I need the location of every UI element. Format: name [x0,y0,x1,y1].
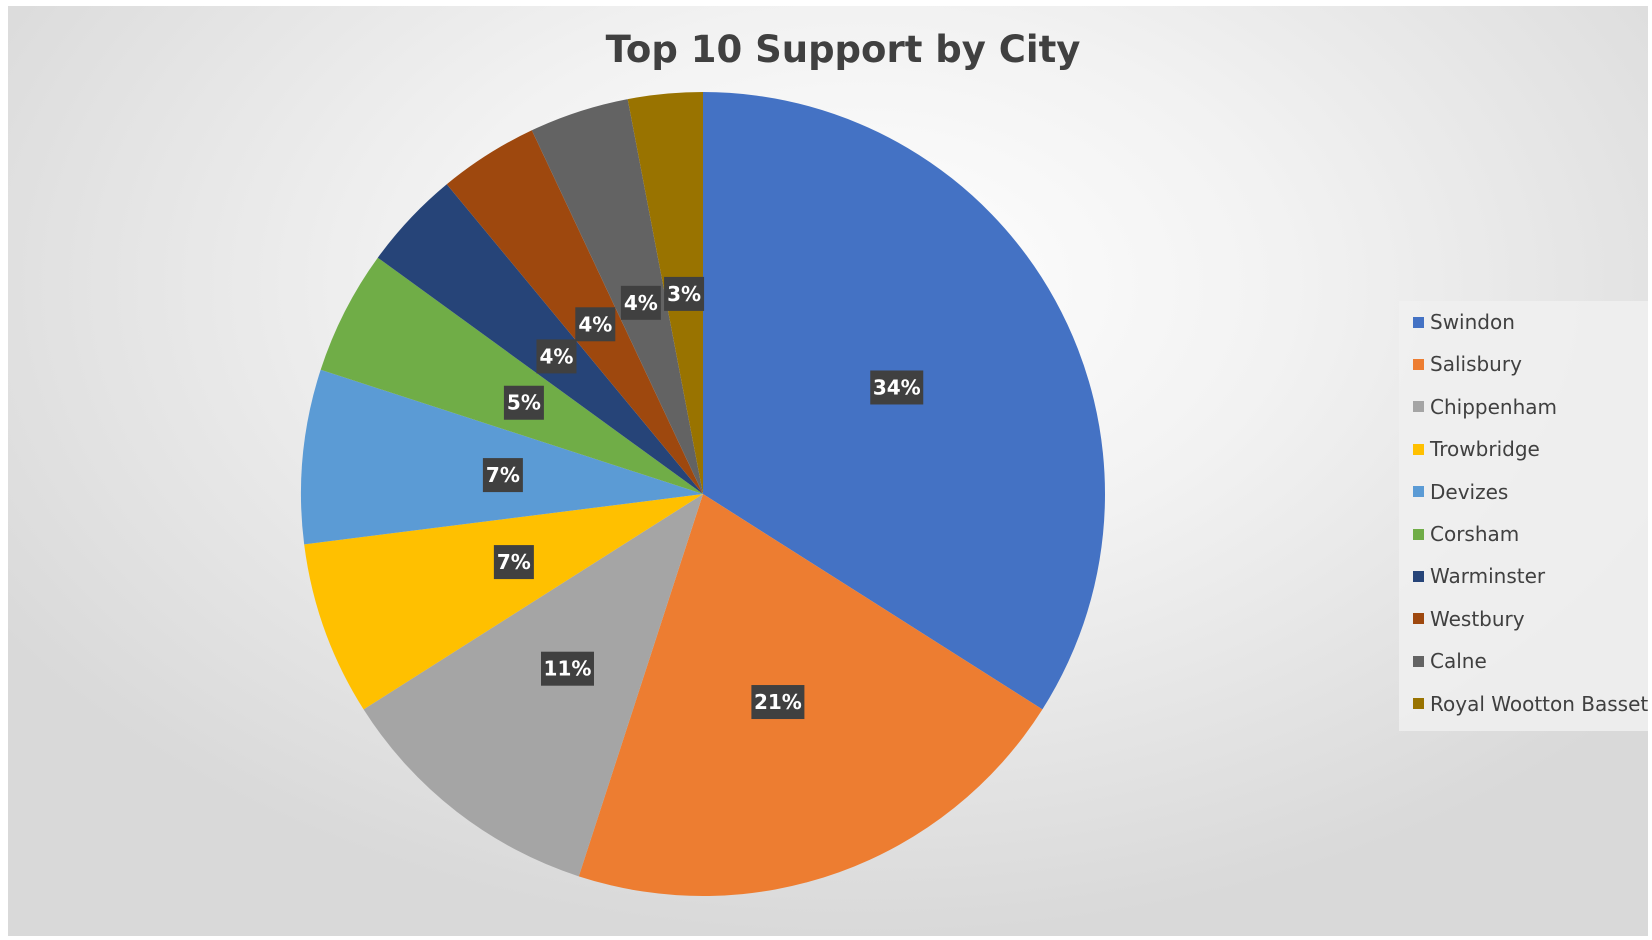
legend-label: Royal Wootton Bassett [1430,691,1648,716]
legend-swatch [1413,316,1424,328]
legend-item-swindon: Swindon [1413,307,1515,337]
pie-chart: 34%21%11%7%7%5%4%4%4% 3% [301,92,1105,896]
chart-legend: Swindon Salisbury Chippenham Trowbridge Devi… [1399,301,1648,731]
legend-item-royal-wootton-bassett: Royal Wootton Bassett [1413,689,1648,719]
data-label-box [482,458,523,493]
data-label-box [620,285,661,320]
data-label-salisbury: 21% [751,685,805,720]
data-label-box [664,276,705,311]
legend-item-westbury: Westbury [1413,604,1525,634]
legend-swatch [1413,570,1424,582]
legend-swatch [1413,698,1424,710]
legend-label: Calne [1430,649,1487,674]
data-label-royal-wootton-bassett: 3% [664,276,705,311]
legend-swatch [1413,528,1424,540]
data-label-text: 34% [873,375,921,399]
legend-label: Salisbury [1430,352,1522,377]
legend-item-trowbridge: Trowbridge [1413,434,1540,464]
legend-label: Trowbridge [1430,437,1540,462]
chart-title: Top 10 Support by City [605,28,1081,71]
legend-item-chippenham: Chippenham [1413,392,1557,422]
data-label-devizes: 7% [482,458,523,493]
pie-data-labels: 34%21%11%7%7%5%4%4%4% 3% [482,276,924,720]
legend-swatch [1413,401,1424,413]
legend-item-salisbury: Salisbury [1413,349,1522,379]
data-label-corsham: 5% [503,385,544,420]
data-label-text: 4% [539,344,573,368]
data-label-warminster: 4% [536,339,577,374]
legend-label: Westbury [1430,606,1525,631]
legend-swatch [1413,613,1424,625]
legend-swatch [1413,486,1424,498]
pie-slice-calne [531,99,703,495]
data-label-text: 3% [667,282,701,306]
data-label-text: 7% [486,463,520,487]
legend-item-warminster: Warminster [1413,561,1545,591]
pie-slice-corsham [320,257,703,494]
pie-slice-trowbridge [304,494,703,710]
legend-label: Swindon [1430,310,1515,334]
data-label-box [536,339,577,374]
legend-swatch [1413,358,1424,370]
legend-item-corsham: Corsham [1413,519,1519,549]
chart-area: Top 10 Support by City 34% 21% 11% 7% 7% 5% 4%… [8,6,1648,936]
data-label-box [503,385,544,420]
data-label-text: 4% [624,291,658,315]
data-label-text: 5% [507,391,541,415]
data-label-box [751,685,805,720]
legend-label: Corsham [1430,522,1520,546]
legend-item-devizes: Devizes [1413,477,1508,507]
data-label-box [575,307,616,342]
pie-slice-devizes [301,369,703,545]
data-label-text: 4% [578,312,612,336]
pie-slices [301,92,1105,896]
data-label-trowbridge: 7% [493,545,534,580]
pie-slice-warminster [377,184,703,495]
pie-slice-westbury [446,130,703,494]
legend-swatch [1413,443,1424,455]
data-label-chippenham: 11% [540,651,594,686]
data-label-calne: 4% [620,285,661,320]
data-label-text: 7% [497,550,531,574]
data-label-swindon: 34% [870,370,924,405]
legend-item-calne: Calne [1413,646,1487,676]
data-label-box [493,545,534,580]
legend-label: Warminster [1430,564,1546,589]
pie-slice-chippenham [363,494,703,877]
legend-label: Devizes [1430,479,1509,504]
data-label-westbury: 4% [575,307,616,342]
data-label-box [540,651,594,686]
pie-slice-salisbury [578,494,1043,896]
legend-swatch [1413,655,1424,667]
data-label-text: 11% [544,657,592,681]
data-label-text: 21% [754,690,802,714]
legend-label: Chippenham [1430,394,1557,419]
data-label-box [870,370,924,405]
